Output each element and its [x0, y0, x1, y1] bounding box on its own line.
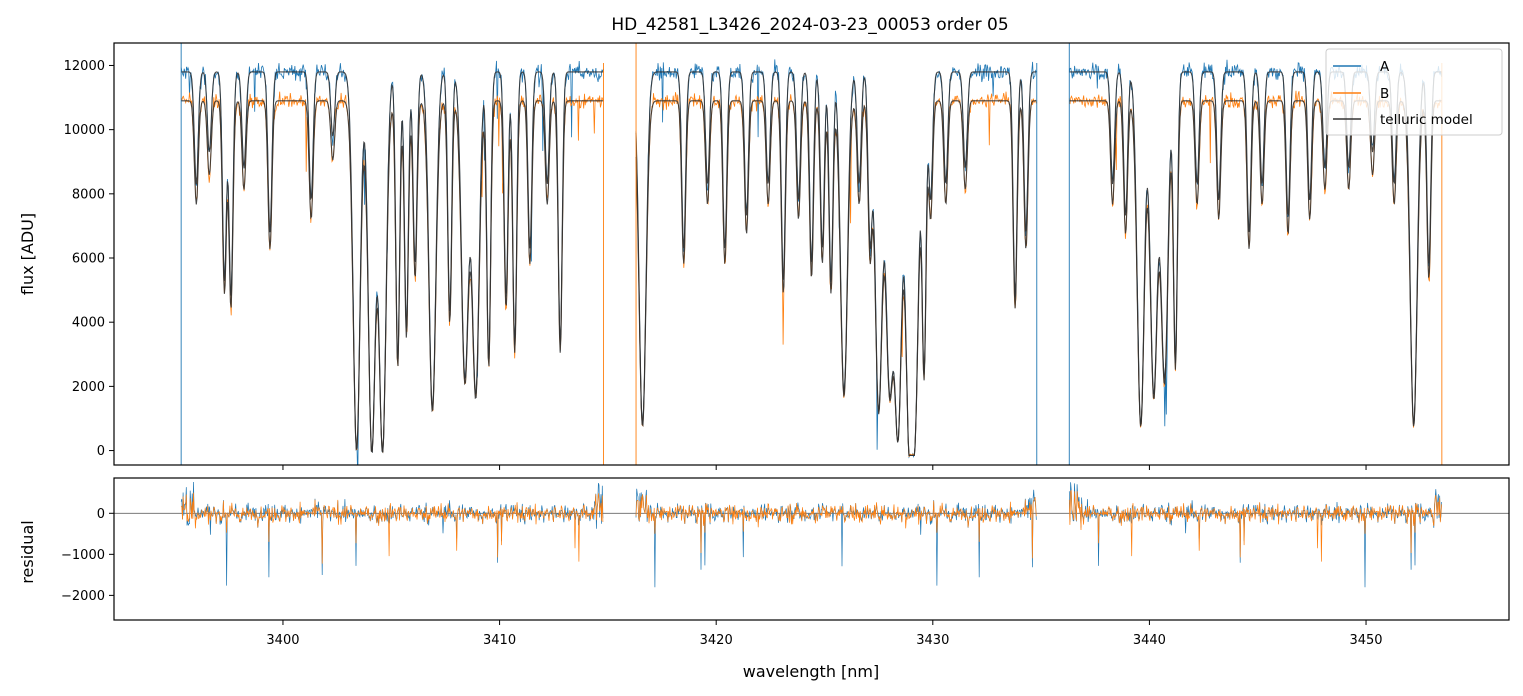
- flux-y-tick-label: 4000: [72, 316, 105, 331]
- residual-x-tick-label: 3400: [266, 633, 299, 648]
- legend-frame: [1325, 48, 1503, 136]
- residual-panel-frame: [113, 477, 1510, 621]
- flux-y-tick-label: 0: [97, 444, 105, 459]
- flux-y-tick-label: 8000: [72, 187, 105, 202]
- legend-label-b: B: [1380, 86, 1389, 102]
- residual-b-line: [180, 490, 1442, 564]
- x-axis-label: wavelength [nm]: [743, 662, 880, 681]
- residual-panel: −2000 −1000 0 3400 3410 3420 3430 3440 3450 res…: [18, 477, 1510, 681]
- residual-y-ticks: −2000 −1000 0: [61, 507, 114, 604]
- residual-x-tick-label: 3440: [1133, 633, 1166, 648]
- residual-x-tick-label: 3430: [916, 633, 949, 648]
- residual-x-tick-label: 3420: [700, 633, 733, 648]
- flux-plot-area: [180, 43, 1443, 465]
- flux-y-tick-label: 6000: [72, 252, 105, 267]
- residual-x-tick-label: 3450: [1349, 633, 1382, 648]
- flux-y-tick-label: 2000: [72, 380, 105, 395]
- residual-y-tick-label: −2000: [61, 589, 105, 604]
- residual-y-axis-label: residual: [18, 520, 37, 583]
- flux-y-ticks: 0 2000 4000 6000 8000 10000 12000: [64, 59, 114, 459]
- residual-y-tick-label: −1000: [61, 548, 105, 563]
- residual-plot-area: [114, 481, 1509, 588]
- flux-y-tick-label: 10000: [64, 123, 105, 138]
- legend-label-telluric: telluric model: [1380, 112, 1473, 128]
- legend-label-a: A: [1380, 59, 1390, 75]
- residual-x-ticks: 3400 3410 3420 3430 3440 3450: [266, 620, 1383, 648]
- flux-x-ticks: [282, 465, 1367, 470]
- chart-title: HD_42581_L3426_2024-03-23_00053 order 05: [611, 15, 1008, 35]
- legend: A B telluric model: [1325, 48, 1503, 136]
- flux-y-tick-label: 12000: [64, 59, 105, 74]
- residual-x-tick-label: 3410: [483, 633, 516, 648]
- residual-y-tick-label: 0: [97, 507, 105, 522]
- flux-y-axis-label: flux [ADU]: [18, 213, 37, 295]
- flux-panel: 0 2000 4000 6000 8000 10000 12000 flux [ADU] A…: [18, 42, 1510, 470]
- flux-panel-frame: [113, 42, 1510, 466]
